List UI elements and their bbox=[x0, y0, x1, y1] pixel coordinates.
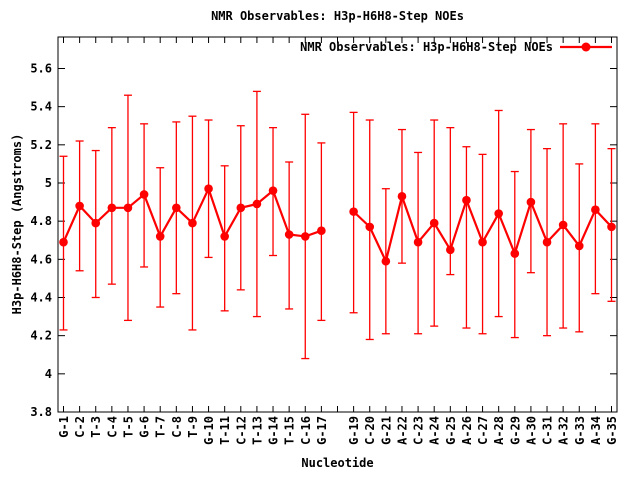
x-tick-label: G-21 bbox=[379, 416, 393, 445]
x-tick-label: T-15 bbox=[283, 416, 297, 445]
y-tick-label: 5.2 bbox=[30, 138, 52, 152]
data-point-marker bbox=[607, 222, 616, 232]
x-tick-label: T-13 bbox=[250, 416, 264, 445]
y-tick-label: 4.4 bbox=[30, 290, 52, 304]
data-point-marker bbox=[139, 190, 149, 199]
data-point-marker bbox=[59, 237, 68, 247]
x-axis-title: Nucleotide bbox=[301, 456, 374, 470]
x-tick-label: T-9 bbox=[186, 416, 200, 438]
x-tick-label: C-8 bbox=[170, 416, 184, 438]
data-point-marker bbox=[155, 232, 165, 241]
chart-title: NMR Observables: H3p-H6H8-Step NOEs bbox=[211, 9, 464, 23]
x-tick-label: A-34 bbox=[589, 416, 603, 445]
x-tick-label: G-10 bbox=[202, 416, 216, 445]
y-tick-label: 4.2 bbox=[30, 329, 52, 343]
x-tick-label: A-32 bbox=[557, 416, 571, 445]
data-point-marker bbox=[542, 237, 552, 247]
y-tick-label: 4 bbox=[45, 367, 52, 381]
data-point-marker bbox=[188, 218, 197, 228]
x-tick-label: G-17 bbox=[315, 416, 329, 445]
y-tick-label: 4.6 bbox=[30, 252, 52, 266]
data-point-marker bbox=[429, 218, 439, 228]
x-tick-label: T-11 bbox=[218, 416, 232, 445]
x-tick-label: C-4 bbox=[105, 416, 119, 438]
plot-border bbox=[57, 36, 618, 413]
data-point-marker bbox=[446, 245, 455, 255]
data-point-marker bbox=[172, 203, 181, 213]
data-point-marker bbox=[252, 199, 262, 209]
data-point-marker bbox=[365, 222, 375, 232]
x-tick-label: G-29 bbox=[508, 416, 522, 445]
x-tick-label: C-27 bbox=[476, 416, 490, 445]
x-tick-label: T-7 bbox=[154, 416, 168, 438]
x-tick-label: C-31 bbox=[541, 416, 555, 445]
x-tick-label: C-23 bbox=[412, 416, 426, 445]
x-tick-label: G-19 bbox=[347, 416, 361, 445]
x-tick-label: G-1 bbox=[57, 416, 71, 438]
y-tick-label: 4.8 bbox=[30, 214, 52, 228]
y-axis-title: H3p-H6H8-Step (Angstroms) bbox=[10, 133, 24, 315]
y-tick-label: 5.6 bbox=[30, 61, 52, 75]
x-tick-label: A-28 bbox=[492, 416, 506, 445]
x-tick-label: T-5 bbox=[121, 416, 135, 438]
data-point-marker bbox=[75, 201, 84, 211]
data-point-marker bbox=[510, 249, 520, 258]
data-point-marker bbox=[413, 237, 423, 247]
data-point-marker bbox=[558, 220, 568, 230]
data-point-marker bbox=[397, 192, 407, 201]
x-tick-label: C-16 bbox=[299, 416, 313, 445]
data-point-marker bbox=[220, 232, 229, 241]
data-point-marker bbox=[574, 241, 584, 251]
data-point-marker bbox=[107, 203, 117, 213]
data-point-marker bbox=[349, 207, 358, 216]
data-point-marker bbox=[381, 256, 391, 266]
data-point-marker bbox=[91, 218, 101, 228]
data-point-marker bbox=[462, 195, 471, 205]
data-point-marker bbox=[494, 209, 503, 218]
x-tick-label: C-20 bbox=[363, 416, 377, 445]
legend-line-circle-icon bbox=[560, 42, 612, 52]
y-tick-label: 3.8 bbox=[30, 405, 52, 419]
x-tick-label: G-14 bbox=[267, 416, 281, 445]
data-point-marker bbox=[591, 205, 600, 215]
data-point-marker bbox=[317, 226, 326, 236]
data-point-marker bbox=[300, 232, 310, 241]
y-tick-label: 5 bbox=[45, 176, 52, 190]
x-tick-label: C-12 bbox=[234, 416, 248, 445]
x-tick-label: A-24 bbox=[428, 416, 442, 445]
data-point-marker bbox=[284, 230, 294, 239]
x-tick-label: G-33 bbox=[573, 416, 587, 445]
data-point-marker bbox=[526, 197, 536, 207]
x-tick-label: G-25 bbox=[444, 416, 458, 445]
legend: NMR Observables: H3p-H6H8-Step NOEs bbox=[0, 40, 612, 54]
x-tick-label: A-26 bbox=[460, 416, 474, 445]
data-point-marker bbox=[123, 203, 133, 213]
x-tick-label: A-22 bbox=[395, 416, 409, 445]
x-tick-label: T-3 bbox=[89, 416, 103, 438]
x-tick-label: G-6 bbox=[138, 416, 152, 438]
x-tick-label: G-35 bbox=[605, 416, 619, 445]
legend-series-label: NMR Observables: H3p-H6H8-Step NOEs bbox=[300, 40, 553, 54]
x-tick-label: C-2 bbox=[73, 416, 87, 438]
data-point-marker bbox=[236, 203, 246, 213]
data-point-marker bbox=[268, 186, 278, 195]
data-point-marker bbox=[204, 184, 213, 194]
x-tick-label: A-30 bbox=[524, 416, 538, 445]
data-point-marker bbox=[478, 237, 487, 247]
y-tick-label: 5.4 bbox=[30, 100, 52, 114]
